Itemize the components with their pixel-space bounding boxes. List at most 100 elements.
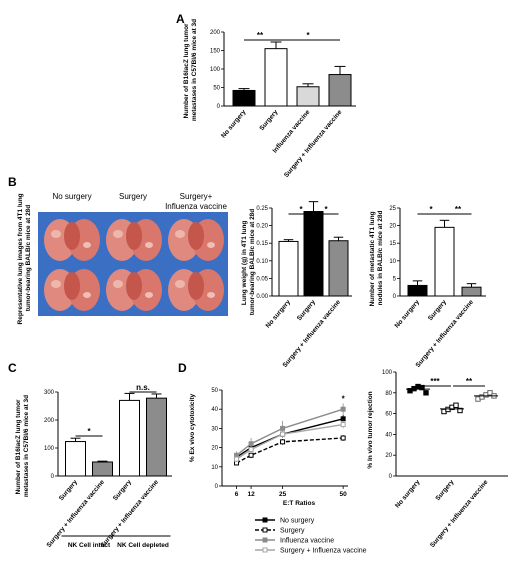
- chart-d-line-ytick-5: 50: [211, 388, 218, 394]
- lung-center: [64, 222, 80, 250]
- chart-d-scatter-sig-label-0: ***: [430, 377, 440, 386]
- lung-highlight-1: [175, 280, 185, 288]
- chart-c-sig-label-1: n.s.: [136, 383, 150, 392]
- chart-a-ytick-2: 100: [210, 67, 221, 73]
- chart-d-line-annotation: *: [342, 395, 346, 404]
- chart-a-sig-label-1: *: [306, 31, 310, 40]
- chart-c: Number of B16lacZ lung tumor metastases …: [15, 383, 172, 549]
- chart-d-series-2-point-2: [280, 425, 286, 431]
- chart-c-bar-1: [92, 461, 113, 477]
- chart-b-weight-ylabel: Lung weight (g) in 4T1 lung tumor-bearin…: [241, 209, 256, 316]
- chart-c-xtick-3: Surgery + Influenza vaccine: [100, 479, 161, 550]
- chart-d-rejection: % In vivo tumor rejection 0 20 40 60 80 100 No…: [367, 370, 508, 549]
- chart-c-ytick-3: 300: [44, 390, 55, 396]
- chart-d-legend-marker-2: [262, 537, 268, 543]
- chart-a-ytick-0: 0: [217, 104, 221, 110]
- lung-highlight-1: [51, 280, 61, 288]
- lung-highlight-2: [83, 292, 91, 298]
- chart-b-nodules: Number of metastatic 4T1 lung nodules in…: [369, 205, 486, 369]
- chart-d-line-ytick-3: 30: [211, 426, 218, 432]
- chart-a-ylabel: Number of B16lacZ lung tumor metastases …: [183, 19, 198, 121]
- lung-1-2: [168, 269, 224, 311]
- lung-highlight-1: [175, 230, 185, 238]
- chart-a-xtick-1: Surgery: [258, 109, 279, 133]
- chart-c-ylabel-line1: Number of B16lacZ lung tumor: [15, 399, 22, 494]
- chart-a-ytick-4: 200: [210, 30, 221, 36]
- chart-d-scatter-sig-label-1: **: [466, 377, 473, 386]
- lung-photos: Representative lung images from 4T1 lung…: [17, 192, 228, 325]
- lung-highlight-1: [113, 280, 123, 288]
- chart-b-nodules-xtick-0: No surgery: [394, 299, 422, 330]
- chart-b-nodules-ytick-5: 25: [389, 206, 396, 212]
- chart-a-bar-2: [296, 86, 320, 107]
- chart-a-xtick-3: Surgery + Influenza vaccine: [283, 109, 344, 180]
- chart-d-legend-label-0: No surgery: [280, 518, 315, 525]
- chart-b-nodules-bar-2: [461, 286, 482, 297]
- chart-c-sig-label-0: *: [87, 427, 91, 436]
- chart-a-ylabel-line1: Number of B16lacZ lung tumor: [183, 23, 190, 118]
- chart-d-series-line-1: [236, 437, 344, 464]
- chart-c-xtick-2: Surgery: [112, 479, 133, 503]
- lung-center: [188, 222, 204, 250]
- chart-b-nodules-xtick-1: Surgery: [427, 299, 448, 323]
- lung-center: [126, 222, 142, 250]
- chart-a-bar-3: [328, 74, 352, 107]
- chart-a-ylabel-line2: metastases in C57Bl/6 mice at 3d: [191, 19, 198, 121]
- chart-d-series-2-point-1: [248, 441, 254, 447]
- lung-center: [126, 272, 142, 300]
- lung-images: [44, 219, 224, 311]
- photo-ylabel-line2: tumor-bearing BALB/c mice at 28d: [25, 205, 32, 312]
- chart-c-bar-0: [65, 441, 86, 477]
- chart-b-weight-sig-label-1: *: [324, 205, 328, 214]
- chart-d-series-line-3: [236, 423, 344, 460]
- chart-d-line-ylabel: % Ex vivo cytotoxicity: [189, 393, 196, 462]
- chart-d-series-1-point-1: [248, 452, 254, 458]
- chart-b-nodules-ytick-2: 10: [389, 259, 396, 265]
- chart-d-series-0-point-3: [340, 416, 346, 422]
- lung-1-0: [44, 269, 100, 311]
- lung-0-1: [106, 219, 162, 261]
- chart-b-nodules-sig-label-0: *: [429, 205, 433, 214]
- lung-center: [188, 272, 204, 300]
- lung-highlight-1: [51, 230, 61, 238]
- chart-a-sig-label-0: **: [257, 31, 264, 40]
- chart-d-line-ytick-1: 10: [211, 465, 218, 471]
- chart-c-ytick-1: 100: [44, 446, 55, 452]
- lung-highlight-2: [207, 292, 215, 298]
- lung-center: [64, 272, 80, 300]
- chart-b-weight-ytick-2: 0.10: [256, 259, 268, 265]
- lung-highlight-2: [145, 242, 153, 248]
- chart-a: Number of B16lacZ lung tumor metastases …: [183, 19, 356, 179]
- chart-b-nodules-ylabel-line1: Number of metastatic 4T1 lung: [369, 211, 376, 306]
- chart-d-line-ytick-2: 20: [211, 446, 218, 452]
- chart-d-scatter-ylabel: % In vivo tumor rejection: [367, 391, 374, 468]
- chart-c-xtick-0: Surgery: [58, 479, 79, 503]
- chart-c-xtick-1: Surgery + Influenza vaccine: [46, 479, 107, 550]
- lung-1-1: [106, 269, 162, 311]
- chart-b-nodules-bar-1: [434, 226, 455, 297]
- chart-d-legend-marker-3: [262, 547, 268, 553]
- chart-b-weight-ytick-3: 0.15: [256, 241, 268, 247]
- chart-b-nodules-ytick-0: 0: [393, 294, 397, 300]
- chart-a-bar-0: [232, 89, 256, 107]
- chart-b-nodules-ytick-4: 20: [389, 224, 396, 230]
- chart-a-xtick-0: No surgery: [220, 109, 248, 140]
- photo-ylabel: Representative lung images from 4T1 lung…: [17, 192, 32, 325]
- chart-d-scatter-ytick-3: 60: [385, 412, 392, 418]
- chart-d-legend-label-2: Influenza vaccine: [280, 538, 334, 545]
- photo-label-surgery-plus: Surgery+: [180, 192, 213, 201]
- chart-d-series-3-point-3: [340, 422, 346, 428]
- chart-d-line-xtick-1: 12: [247, 491, 255, 498]
- chart-d-legend-label-3: Surgery + Influenza vaccine: [280, 548, 367, 555]
- chart-c-bar-2: [119, 399, 140, 477]
- chart-d-scatter-point-2-3: [487, 390, 493, 396]
- chart-d-scatter-ytick-1: 20: [385, 453, 392, 459]
- chart-d-series-3-point-1: [248, 447, 254, 453]
- chart-d-series-3-point-0: [234, 456, 240, 462]
- chart-d-scatter-point-0-4: [423, 390, 429, 396]
- chart-d-scatter-xtick-0: No surgery: [394, 479, 422, 510]
- lung-0-0: [44, 219, 100, 261]
- chart-c-bar-3: [146, 397, 167, 477]
- chart-a-ytick-1: 50: [213, 86, 220, 92]
- chart-b-weight-xtick-0: No surgery: [265, 299, 293, 330]
